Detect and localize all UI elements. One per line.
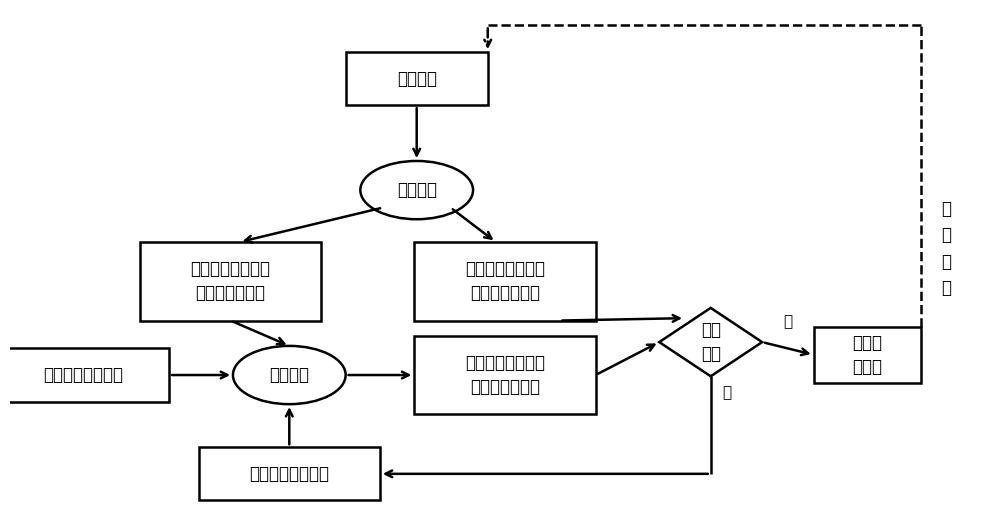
Text: 光谱技术: 光谱技术 — [397, 181, 437, 199]
Text: 是否
一致: 是否 一致 — [701, 321, 721, 363]
Text: 改进高温气体模型: 改进高温气体模型 — [249, 465, 329, 483]
Text: 数值仿真: 数值仿真 — [269, 366, 309, 384]
FancyBboxPatch shape — [0, 348, 169, 402]
Ellipse shape — [233, 346, 346, 404]
Text: 多
次
迭
代: 多 次 迭 代 — [941, 200, 951, 297]
FancyBboxPatch shape — [199, 447, 380, 500]
Text: 计算下游高温气体
粒子能级布居数: 计算下游高温气体 粒子能级布居数 — [465, 354, 545, 396]
Text: 高温流场: 高温流场 — [397, 70, 437, 88]
FancyBboxPatch shape — [414, 336, 596, 414]
FancyBboxPatch shape — [140, 242, 321, 321]
FancyBboxPatch shape — [414, 242, 596, 321]
Text: 改变流
场状态: 改变流 场状态 — [852, 334, 883, 375]
Text: 否: 否 — [722, 385, 732, 401]
FancyBboxPatch shape — [346, 52, 488, 105]
FancyBboxPatch shape — [814, 327, 921, 383]
Text: 初步高温气体模型: 初步高温气体模型 — [44, 366, 124, 384]
Polygon shape — [659, 308, 762, 376]
Text: 测量上游高温气体
粒子能级布居数: 测量上游高温气体 粒子能级布居数 — [190, 261, 270, 302]
Ellipse shape — [360, 161, 473, 219]
Text: 测量下游高温气体
粒子能级布居数: 测量下游高温气体 粒子能级布居数 — [465, 261, 545, 302]
Text: 是: 是 — [783, 314, 792, 329]
